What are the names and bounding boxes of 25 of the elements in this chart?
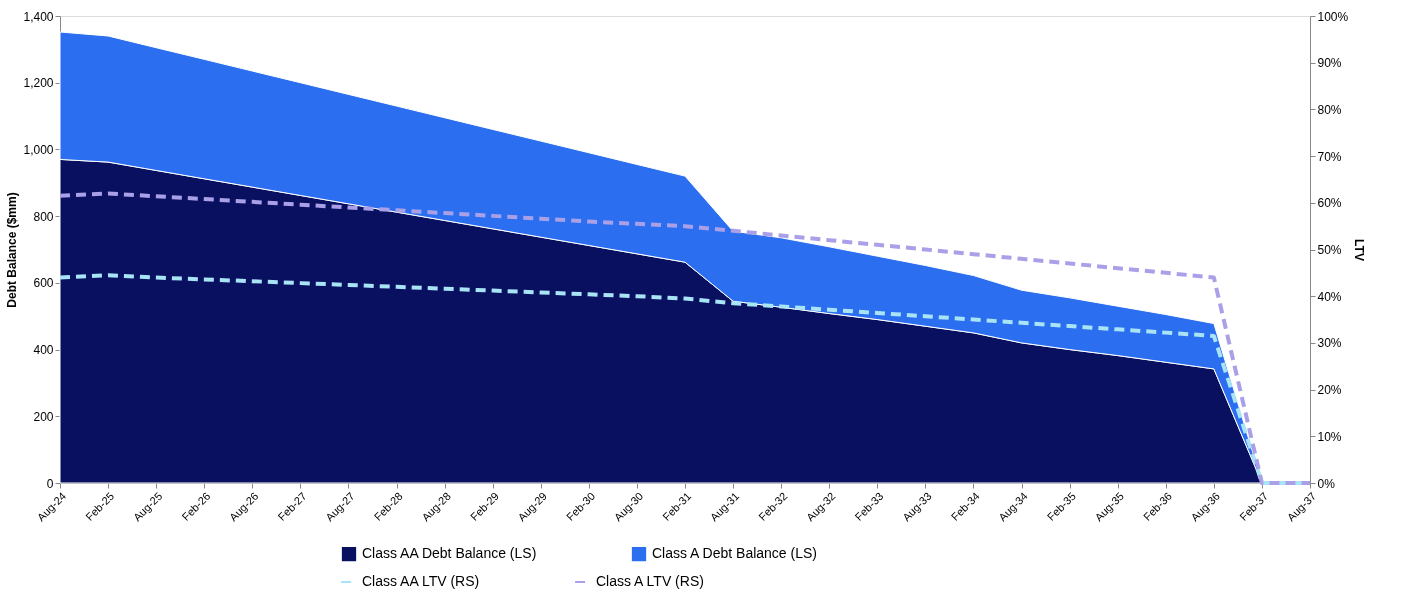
- y2-tick-label: 30%: [1317, 336, 1342, 351]
- legend-label: Class AA LTV (RS): [362, 573, 480, 589]
- y2-tick-label: 90%: [1317, 56, 1342, 71]
- legend-label: Class A Debt Balance (LS): [652, 545, 817, 562]
- y-axis-title: Debt Balance ($mm): [5, 192, 20, 308]
- y2-tick-label: 100%: [1317, 9, 1349, 24]
- legend-label: Class A LTV (RS): [596, 573, 704, 589]
- y2-tick-label: 60%: [1317, 196, 1342, 211]
- legend-label: Class AA Debt Balance (LS): [362, 545, 537, 562]
- y-tick-label: 1,400: [23, 9, 54, 24]
- y-tick-label: 400: [33, 343, 54, 358]
- y-tick-label: 1,200: [23, 76, 54, 91]
- y2-axis-title: LTV: [1352, 239, 1367, 261]
- y2-tick-label: 40%: [1317, 289, 1342, 304]
- y-tick-label: 800: [33, 209, 54, 224]
- y-tick-label: 1,000: [23, 142, 54, 157]
- y2-tick-label: 20%: [1317, 383, 1342, 398]
- y-tick-label: 0: [46, 476, 54, 491]
- y2-tick-label: 0%: [1317, 476, 1336, 491]
- y-tick-label: 600: [33, 276, 54, 291]
- y2-tick-label: 70%: [1317, 149, 1342, 164]
- y2-tick-label: 10%: [1317, 429, 1342, 444]
- y2-tick-label: 50%: [1317, 243, 1342, 257]
- y-tick-label: 200: [33, 409, 54, 424]
- y2-tick-label: 80%: [1317, 102, 1342, 117]
